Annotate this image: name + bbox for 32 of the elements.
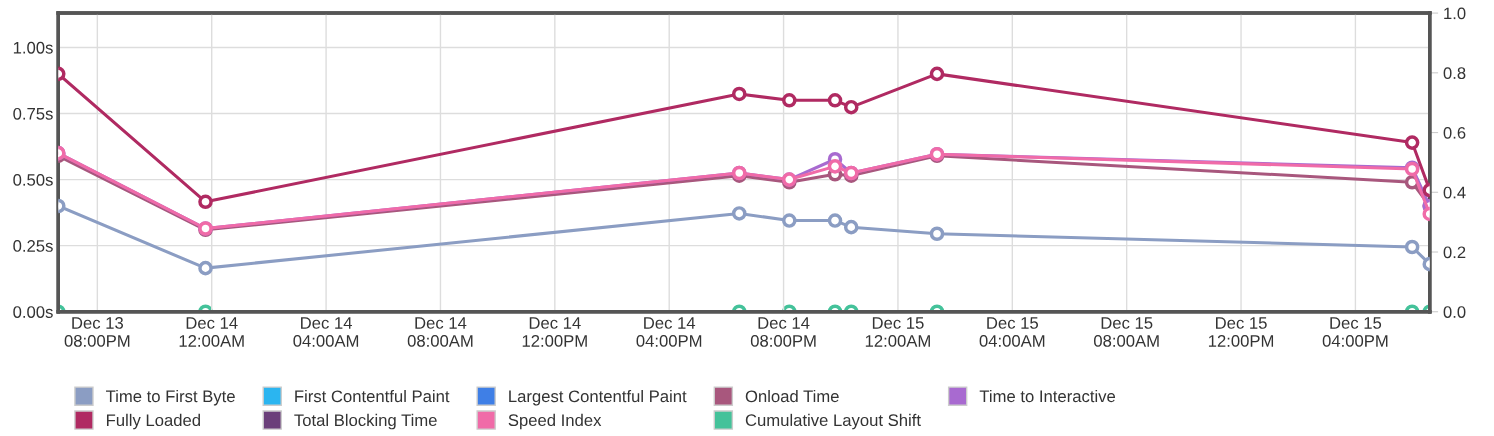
legend-label: Fully Loaded (106, 413, 200, 430)
x-tick-label: Dec 14 12:00PM (522, 317, 587, 347)
x-tick-label: Dec 15 04:00AM (979, 317, 1045, 347)
x-tick-label: Dec 14 04:00AM (293, 317, 359, 347)
y-tick-label: 1.00s (13, 41, 53, 54)
y2-tick-label: 0.4 (1443, 186, 1466, 199)
y2-tick-label: 0.0 (1443, 306, 1466, 318)
x-tick-label: Dec 13 08:00PM (64, 317, 130, 347)
legend-label: Largest Contentful Paint (509, 389, 687, 406)
y2-tick-label: 0.2 (1443, 246, 1466, 259)
x-tick-label: Dec 14 08:00AM (407, 317, 473, 347)
y2-tick-label: 0.6 (1443, 126, 1466, 139)
y2-tick-label: 1.0 (1444, 7, 1466, 20)
legend-label: Onload Time (745, 389, 839, 403)
x-tick-label: Dec 15 04:00PM (1322, 317, 1388, 347)
legend-label: Total Blocking Time (294, 413, 437, 430)
y-tick-label: 0.75s (13, 107, 53, 120)
y2-tick-label: 0.8 (1443, 67, 1466, 80)
x-tick-label: Dec 14 08:00PM (750, 317, 816, 347)
x-tick-label: Dec 15 08:00AM (1093, 317, 1159, 347)
x-tick-label: Dec 14 12:00AM (179, 317, 244, 347)
x-tick-label: Dec 15 12:00PM (1208, 317, 1274, 347)
y-tick-label: 0.00s (13, 306, 53, 318)
y-tick-label: 0.50s (13, 173, 53, 186)
legend-label: Time to Interactive (979, 389, 1116, 403)
x-tick-label: Dec 14 04:00PM (636, 317, 702, 347)
legend-label: First Contentful Paint (295, 389, 450, 403)
legend-label: Time to First Byte (106, 389, 235, 406)
legend-label: Cumulative Layout Shift (745, 413, 921, 430)
x-tick-label: Dec 15 12:00AM (865, 317, 930, 347)
y-tick-label: 0.25s (13, 240, 53, 252)
legend-label: Speed Index (508, 413, 602, 430)
